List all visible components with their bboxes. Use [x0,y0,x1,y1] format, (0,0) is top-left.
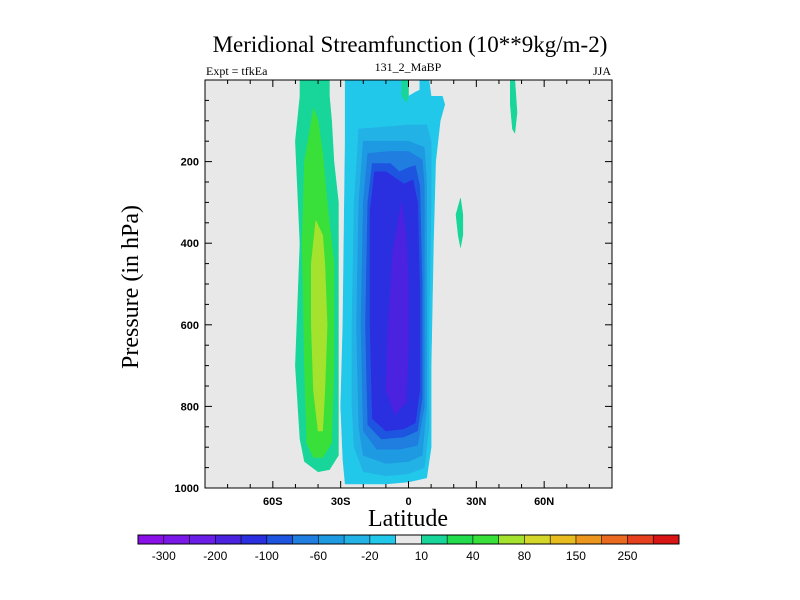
colorbar-label: 150 [566,549,586,563]
x-tick-label: 30N [466,496,486,508]
colorbar-label: -60 [310,549,328,563]
colorbar-swatch [627,535,654,544]
y-tick-label: 800 [181,401,199,413]
colorbar-swatch [601,535,628,544]
contour-regions [295,79,518,485]
chart-subtitle-center: 131_2_MaBP [375,60,442,74]
colorbar-swatch [241,535,268,544]
colorbar-swatch [524,535,551,544]
colorbar: -300 -200 -100 -60 -20 10 40 80 150 250 [137,534,680,563]
colorbar-label: 250 [617,549,637,563]
chart-subtitle-right: JJA [593,64,611,78]
colorbar-swatch [395,535,422,544]
x-tick-label: 60N [534,496,554,508]
colorbar-label: 10 [415,549,429,563]
colorbar-swatch [292,535,319,544]
y-tick-label: 200 [181,157,199,169]
colorbar-label: -20 [361,549,379,563]
colorbar-label: -100 [255,549,279,563]
colorbar-label: 40 [466,549,480,563]
y-tick-label: 1000 [175,483,199,495]
colorbar-swatch [189,535,216,544]
x-axis-title: Latitude [368,506,448,532]
colorbar-label: -200 [203,549,227,563]
colorbar-swatch [266,535,293,544]
colorbar-swatch [318,535,345,544]
colorbar-swatch [653,535,680,544]
contour-region-tropical-patch-10 [455,198,464,248]
colorbar-swatch [421,535,448,544]
colorbar-swatch [369,535,396,544]
x-tick-label: 60S [263,496,283,508]
y-axis-title: Pressure (in hPa) [118,205,144,369]
y-tick-label: 400 [181,238,199,250]
colorbar-swatch [447,535,474,544]
axis-ticks: 60S 30S 0 30N 60N 200 400 600 800 1000 [175,80,612,508]
colorbar-swatch [163,535,190,544]
colorbar-swatch [138,535,165,544]
colorbar-swatch [498,535,525,544]
colorbar-swatch [472,535,499,544]
colorbar-swatch [550,535,577,544]
colorbar-swatch [575,535,603,544]
colorbar-label: -300 [152,549,176,563]
y-tick-label: 600 [181,320,199,332]
colorbar-swatch [344,535,371,544]
x-tick-label: 30S [331,496,351,508]
contour-region-equatorial-negative-cell-9 [385,202,409,415]
colorbar-swatch [215,535,242,544]
contour-region-southern-positive-cell-2 [310,220,328,432]
colorbar-frame [137,534,680,545]
chart-title: Meridional Streamfunction (10**9kg/m-2) [213,32,608,57]
x-tick-label: 0 [405,496,411,508]
colorbar-label: 80 [518,549,532,563]
plot-frame [204,79,613,489]
chart-subtitle-left: Expt = tfkEa [206,64,268,78]
